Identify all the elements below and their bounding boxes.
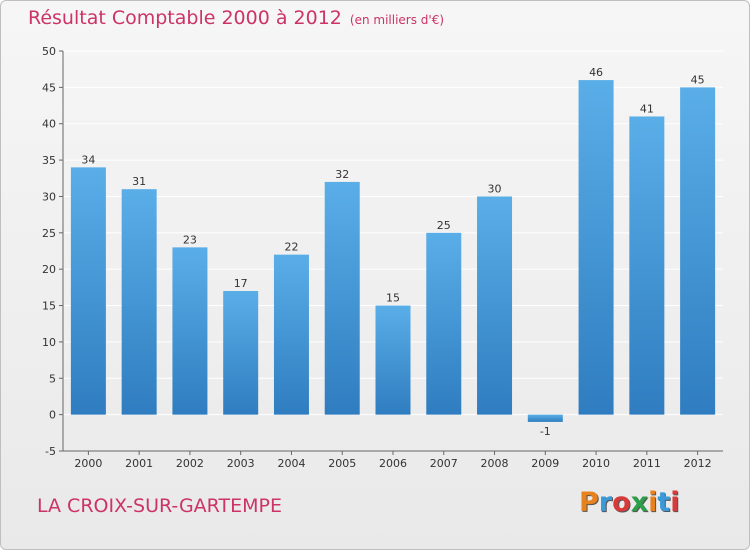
chart-title: Résultat Comptable 2000 à 2012 (en millie… bbox=[28, 7, 444, 29]
x-tick-label: 2004 bbox=[277, 457, 305, 470]
bar bbox=[223, 291, 259, 415]
chart-title-text: Résultat Comptable 2000 à 2012 bbox=[28, 7, 342, 29]
bar bbox=[426, 232, 462, 415]
y-tick-label: 40 bbox=[42, 118, 56, 131]
x-tick-label: 2010 bbox=[582, 457, 610, 470]
logo-letter: i bbox=[648, 487, 658, 518]
bar bbox=[527, 414, 563, 422]
bar-value-label: 15 bbox=[386, 292, 400, 305]
commune-name: LA CROIX-SUR-GARTEMPE bbox=[37, 495, 282, 517]
bar-value-label: 41 bbox=[640, 102, 654, 115]
proxiti-logo: Proxiti bbox=[579, 487, 680, 518]
y-tick-label: 35 bbox=[42, 154, 56, 167]
bar bbox=[172, 247, 208, 415]
bar-value-label: 22 bbox=[284, 241, 298, 254]
x-tick-label: 2008 bbox=[481, 457, 509, 470]
bar-value-label: 30 bbox=[488, 182, 502, 195]
logo-letter: r bbox=[598, 487, 613, 518]
bar-value-label: 23 bbox=[183, 233, 197, 246]
logo-letter: t bbox=[657, 487, 671, 518]
y-tick-label: 45 bbox=[42, 81, 56, 94]
bar-value-label: 31 bbox=[132, 175, 146, 188]
bar bbox=[680, 87, 716, 415]
bar bbox=[273, 254, 309, 415]
logo-letter: o bbox=[612, 487, 631, 518]
y-tick-label: 20 bbox=[42, 263, 56, 276]
bar bbox=[121, 189, 157, 415]
x-tick-label: 2006 bbox=[379, 457, 407, 470]
bar bbox=[629, 116, 665, 415]
y-tick-label: 0 bbox=[49, 409, 56, 422]
bar-value-label: 25 bbox=[437, 219, 451, 232]
logo-letter: P bbox=[579, 487, 599, 518]
y-tick-label: 50 bbox=[42, 45, 56, 58]
logo-letter: x bbox=[630, 487, 649, 518]
bar bbox=[324, 181, 360, 415]
x-tick-label: 2007 bbox=[430, 457, 458, 470]
y-tick-label: 15 bbox=[42, 300, 56, 313]
x-tick-label: 2011 bbox=[633, 457, 661, 470]
chart-unit: (en milliers d'€) bbox=[349, 13, 445, 27]
x-tick-label: 2000 bbox=[74, 457, 102, 470]
logo-letter: i bbox=[670, 487, 680, 518]
bar-value-label: 45 bbox=[691, 73, 705, 86]
y-tick-label: -5 bbox=[45, 445, 56, 458]
bar bbox=[477, 196, 513, 415]
bar-value-label: -1 bbox=[540, 425, 551, 438]
x-tick-label: 2012 bbox=[684, 457, 712, 470]
y-tick-label: 10 bbox=[42, 336, 56, 349]
bar-value-label: 34 bbox=[81, 153, 95, 166]
x-tick-label: 2009 bbox=[531, 457, 559, 470]
y-tick-label: 5 bbox=[49, 372, 56, 385]
x-tick-label: 2001 bbox=[125, 457, 153, 470]
bar bbox=[70, 167, 106, 415]
y-tick-label: 25 bbox=[42, 227, 56, 240]
bar bbox=[375, 305, 411, 415]
bar-value-label: 32 bbox=[335, 168, 349, 181]
x-tick-label: 2002 bbox=[176, 457, 204, 470]
bar-value-label: 46 bbox=[589, 66, 603, 79]
bar-value-label: 17 bbox=[234, 277, 248, 290]
x-tick-label: 2005 bbox=[328, 457, 356, 470]
bar bbox=[578, 80, 614, 415]
y-tick-label: 30 bbox=[42, 190, 56, 203]
x-tick-label: 2003 bbox=[227, 457, 255, 470]
